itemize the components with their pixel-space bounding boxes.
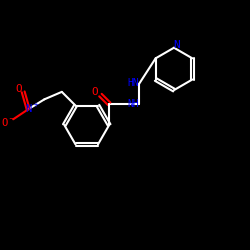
- Text: O$^-$: O$^-$: [1, 116, 16, 128]
- Text: O: O: [15, 84, 22, 94]
- Text: N: N: [173, 40, 180, 50]
- Text: HN: HN: [127, 78, 139, 88]
- Text: O: O: [92, 87, 98, 97]
- Text: NH: NH: [127, 99, 139, 109]
- Text: N$^+$: N$^+$: [25, 102, 40, 114]
